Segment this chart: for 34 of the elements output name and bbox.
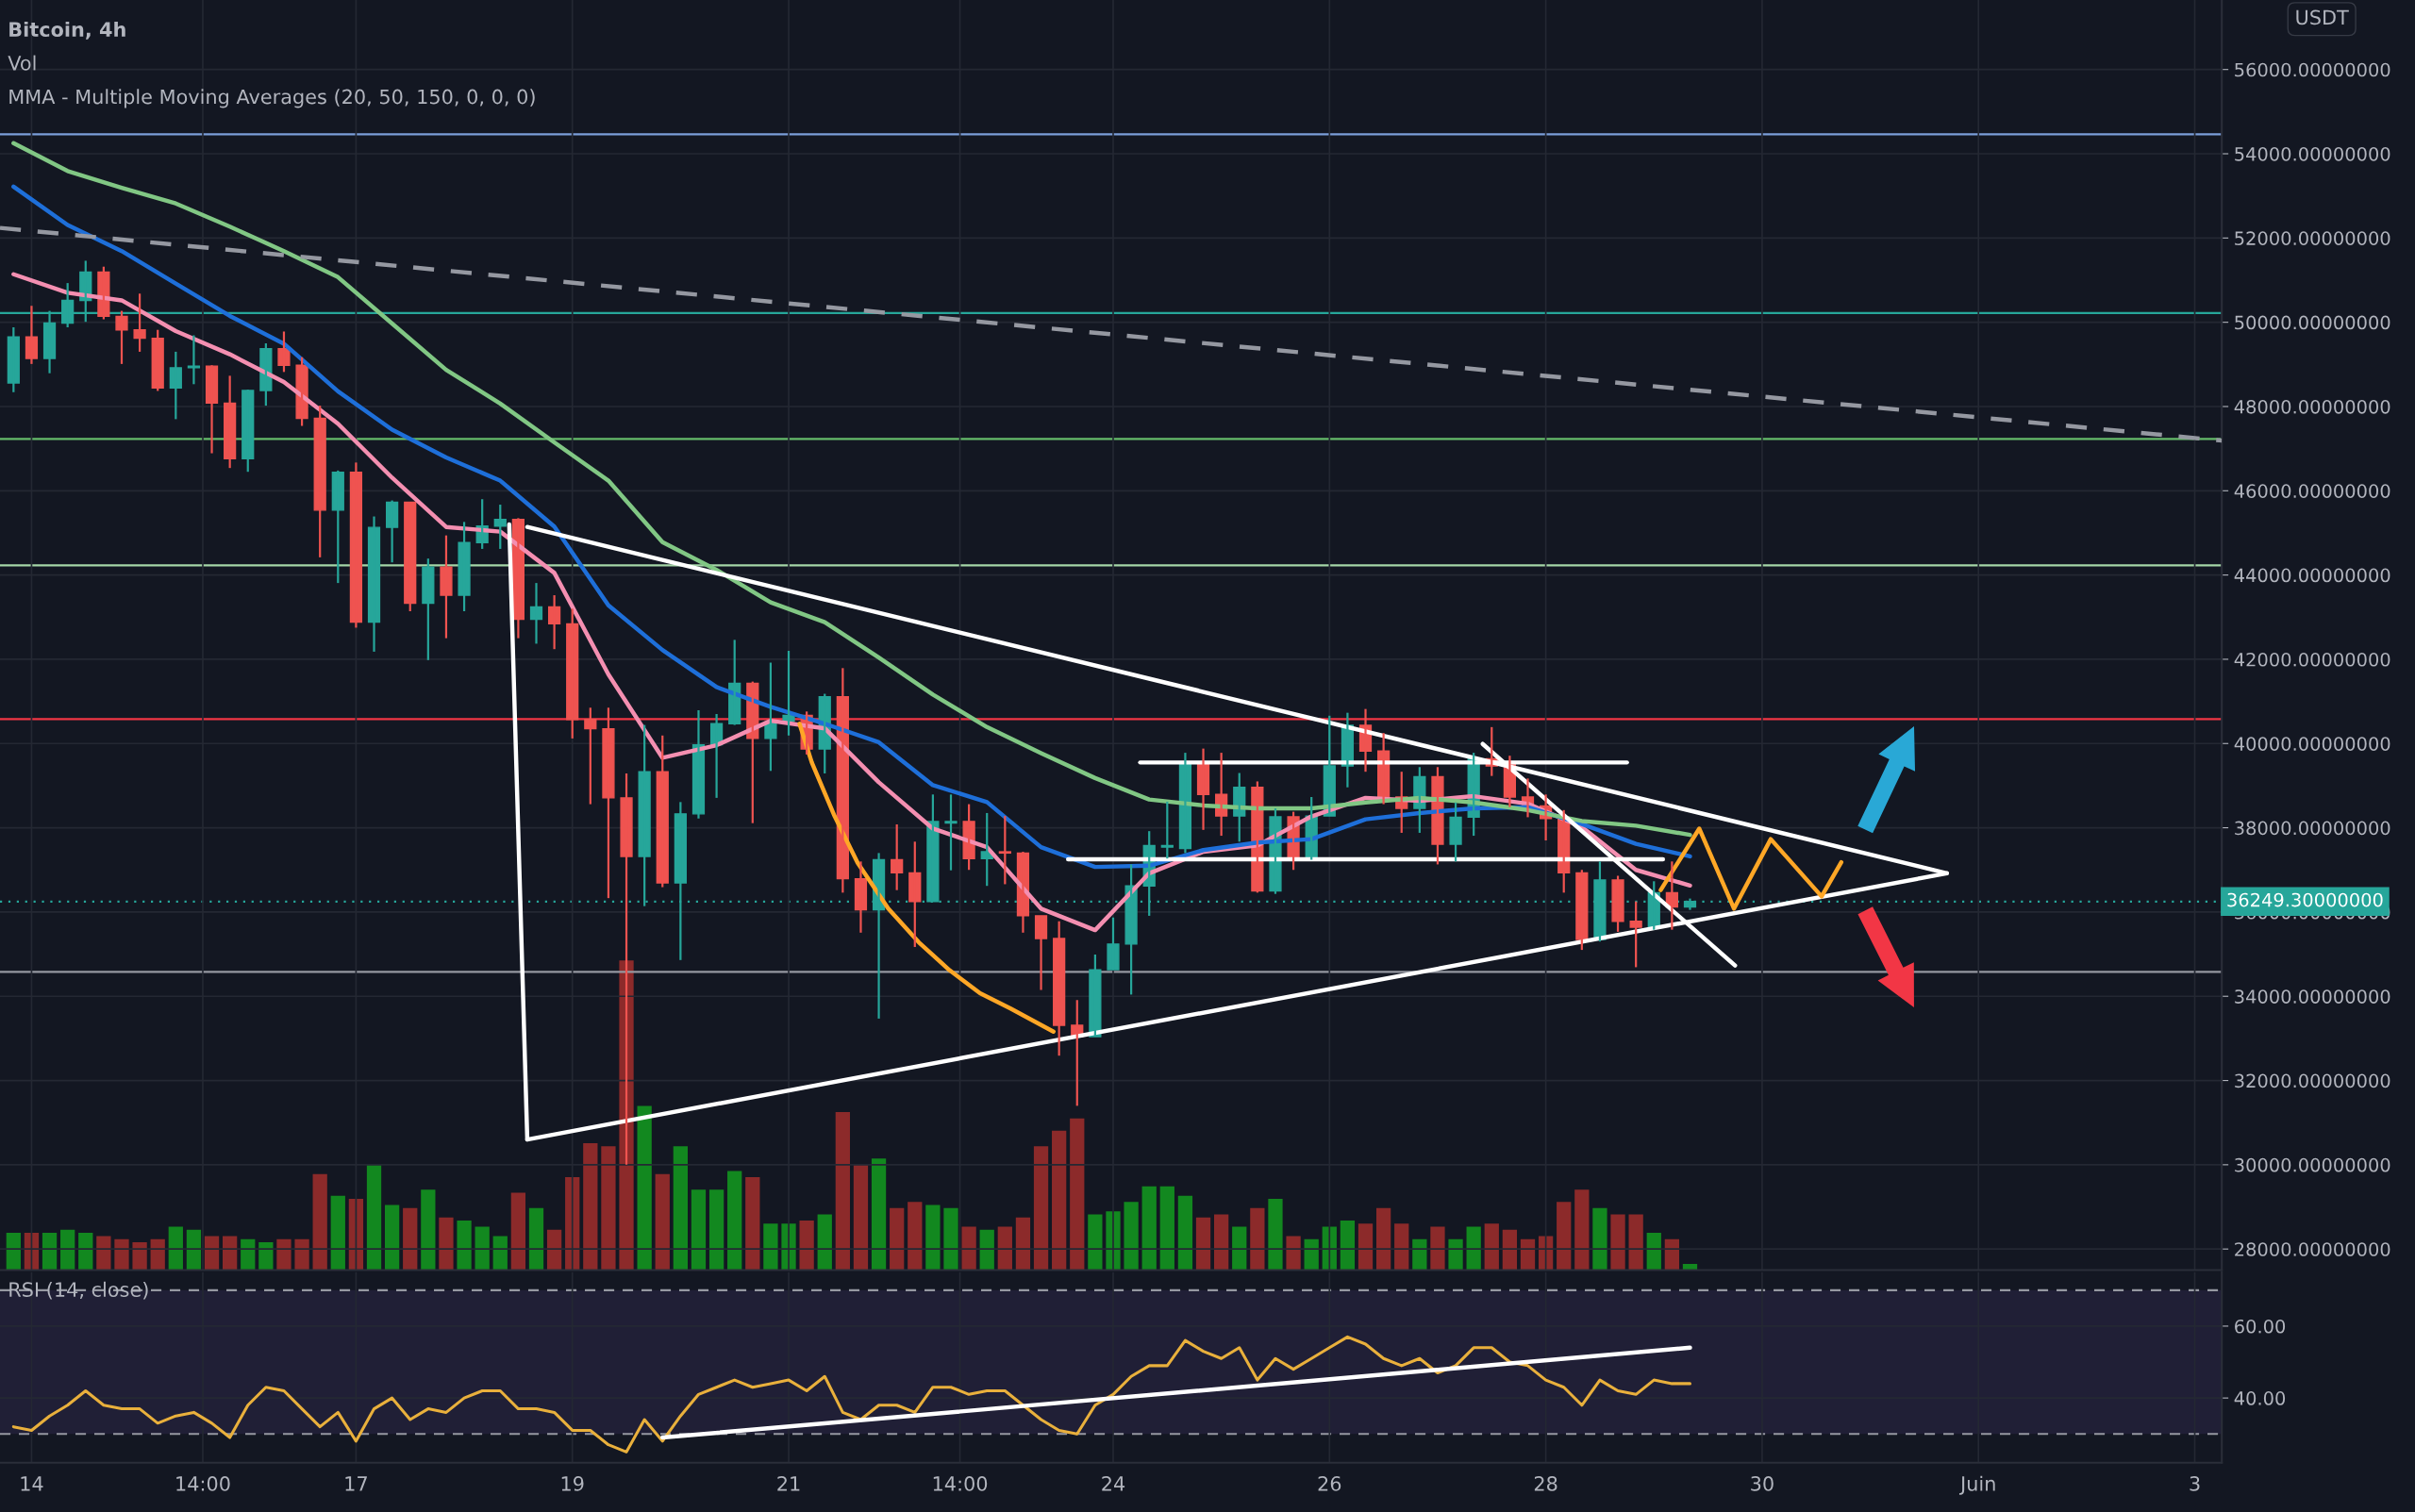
x-tick-label: 24 <box>1102 1476 1125 1491</box>
x-tick-label: 14 <box>21 1476 43 1491</box>
x-tick-label: 3 <box>2190 1476 2200 1491</box>
y-tick-label: 38000.00000000 <box>2235 821 2390 836</box>
ref-line-label: 36249.30000000 <box>2227 892 2383 907</box>
y-tick-label: 28000.00000000 <box>2235 1242 2390 1256</box>
y-tick-label: 46000.00000000 <box>2234 484 2390 498</box>
y-tick-label: 60.00 <box>2235 1319 2286 1334</box>
y-tick-label: 40000.00000000 <box>2234 737 2390 751</box>
x-tick-label: Juin <box>1958 1475 1995 1495</box>
text: Bitcoin, 4h <box>9 21 125 40</box>
x-tick-label: 19 <box>561 1476 584 1491</box>
y-tick-label: 32000.00000000 <box>2235 1073 2390 1088</box>
chart-title: Vol <box>8 55 36 71</box>
y-tick-label: 48000.00000000 <box>2234 399 2390 414</box>
x-tick-label: 26 <box>1318 1476 1341 1491</box>
y-tick-label: 30000.00000000 <box>2235 1157 2390 1172</box>
x-tick-label: 28 <box>1534 1476 1557 1491</box>
y-tick-label: 34000.00000000 <box>2235 989 2390 1004</box>
x-tick-label: 17 <box>345 1476 367 1491</box>
y-tick-label: 56000.00000000 <box>2235 62 2390 77</box>
y-tick-label: 52000.00000000 <box>2235 231 2390 245</box>
y-axis-title: USDT <box>2296 9 2349 25</box>
y-tick-label: 44000.00000000 <box>2234 568 2390 583</box>
x-tick-label: 21 <box>777 1476 800 1491</box>
y-tick-label: 50000.00000000 <box>2235 315 2390 330</box>
y-tick-label: 40.00 <box>2234 1391 2286 1405</box>
x-tick-label: 14:00 <box>933 1476 988 1491</box>
chart-title: RSI (14, close) <box>9 1281 148 1300</box>
x-tick-label: 30 <box>1751 1476 1774 1491</box>
y-tick-label: 42000.00000000 <box>2234 652 2390 667</box>
y-tick-label: 54000.00000000 <box>2235 146 2390 161</box>
annotation: MMA - Multiple Moving Averages (20, 50, 150, 0, 0, 0) <box>9 89 535 108</box>
x-tick-label: 14:00 <box>176 1476 230 1491</box>
